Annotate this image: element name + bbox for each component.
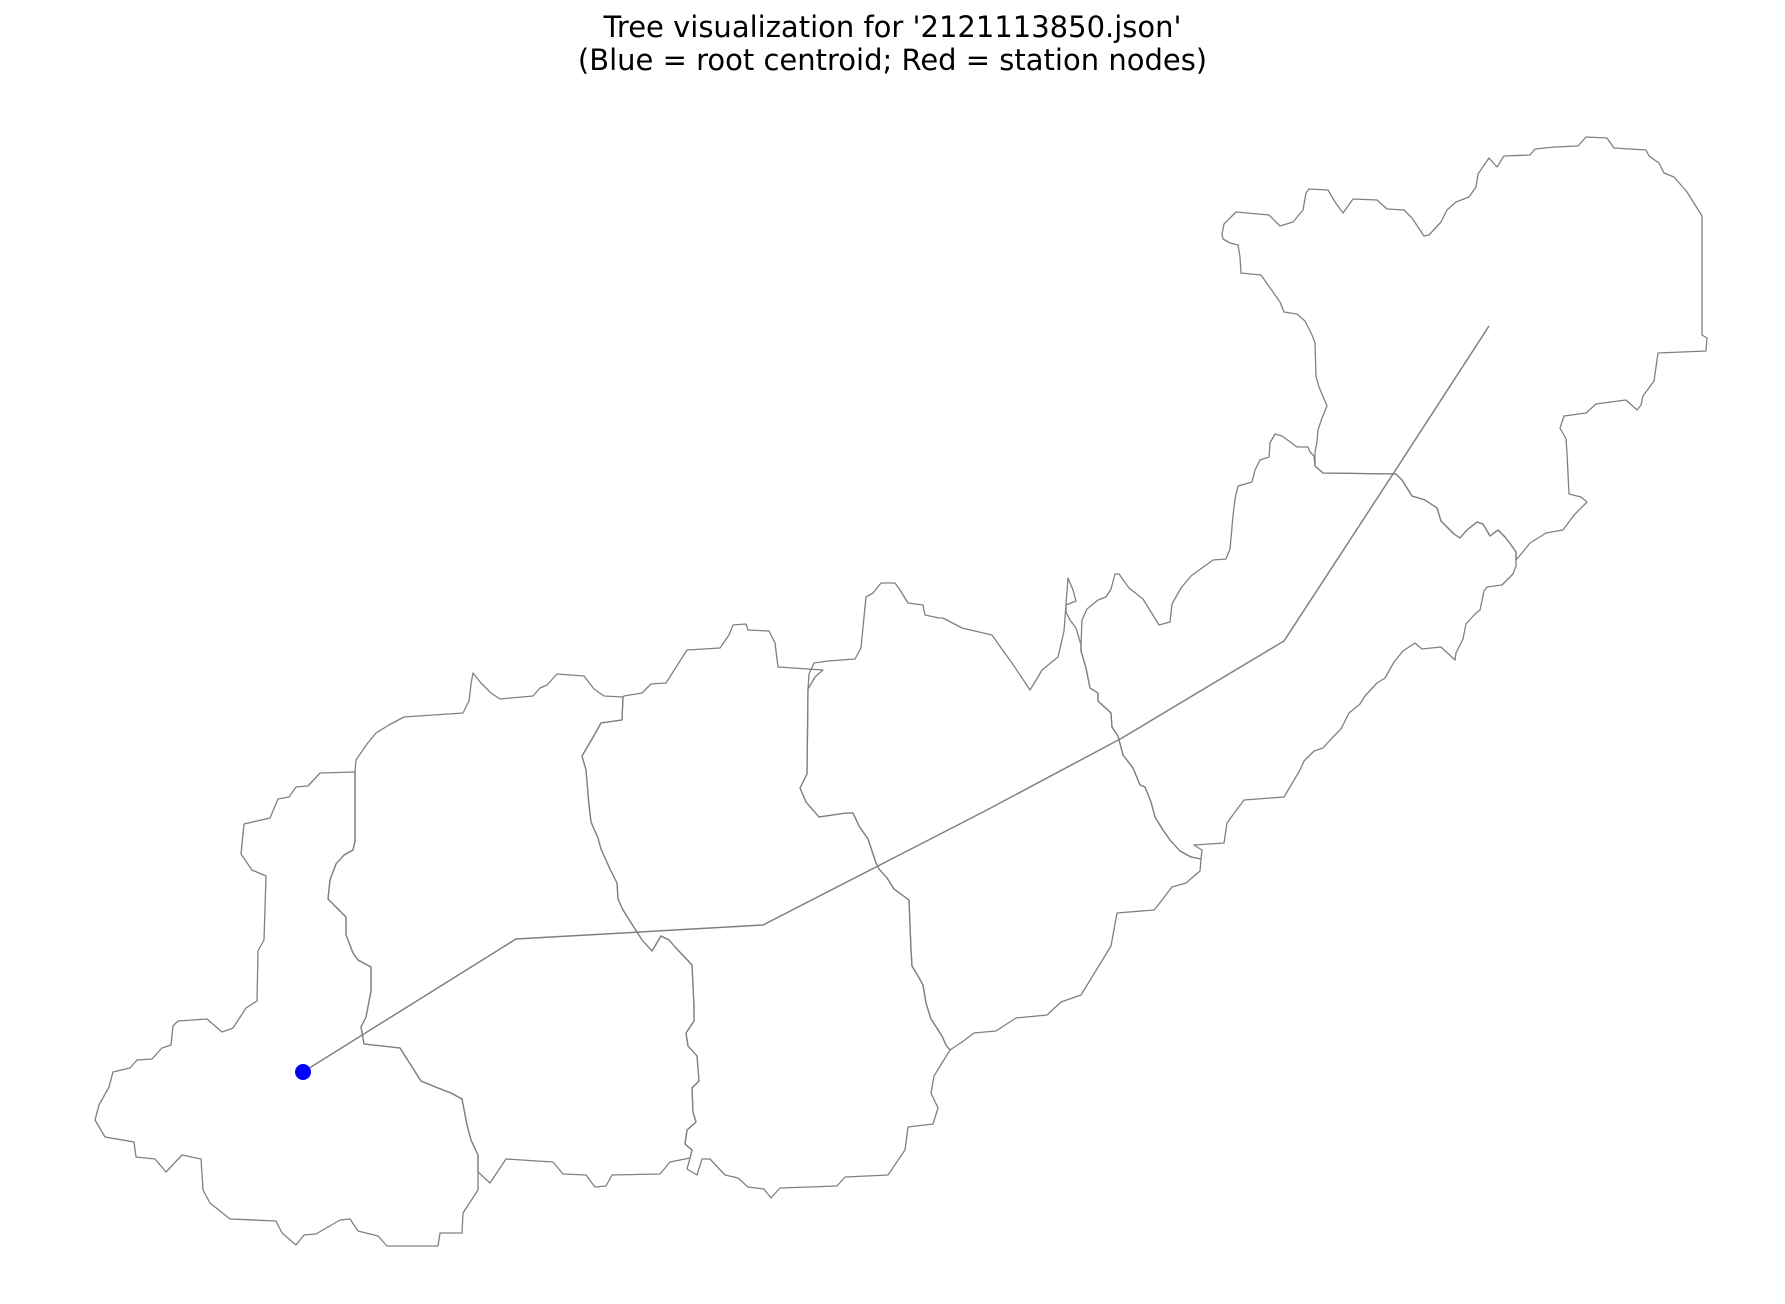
region-boundary xyxy=(327,672,700,1188)
region-boundaries xyxy=(94,136,1708,1247)
tree-edge-path xyxy=(302,325,1490,1073)
figure-title: Tree visualization for '2121113850.json' xyxy=(603,10,1182,44)
region-boundary xyxy=(1221,136,1708,561)
figure-subtitle: (Blue = root centroid; Red = station nod… xyxy=(577,43,1208,77)
region-boundary xyxy=(94,771,479,1247)
root-centroid-node xyxy=(295,1064,311,1080)
tree-nodes xyxy=(295,1064,311,1080)
region-boundary xyxy=(799,577,1202,1051)
region-boundary xyxy=(1080,433,1517,860)
region-boundary xyxy=(581,623,951,1199)
tree-edges xyxy=(302,325,1490,1073)
